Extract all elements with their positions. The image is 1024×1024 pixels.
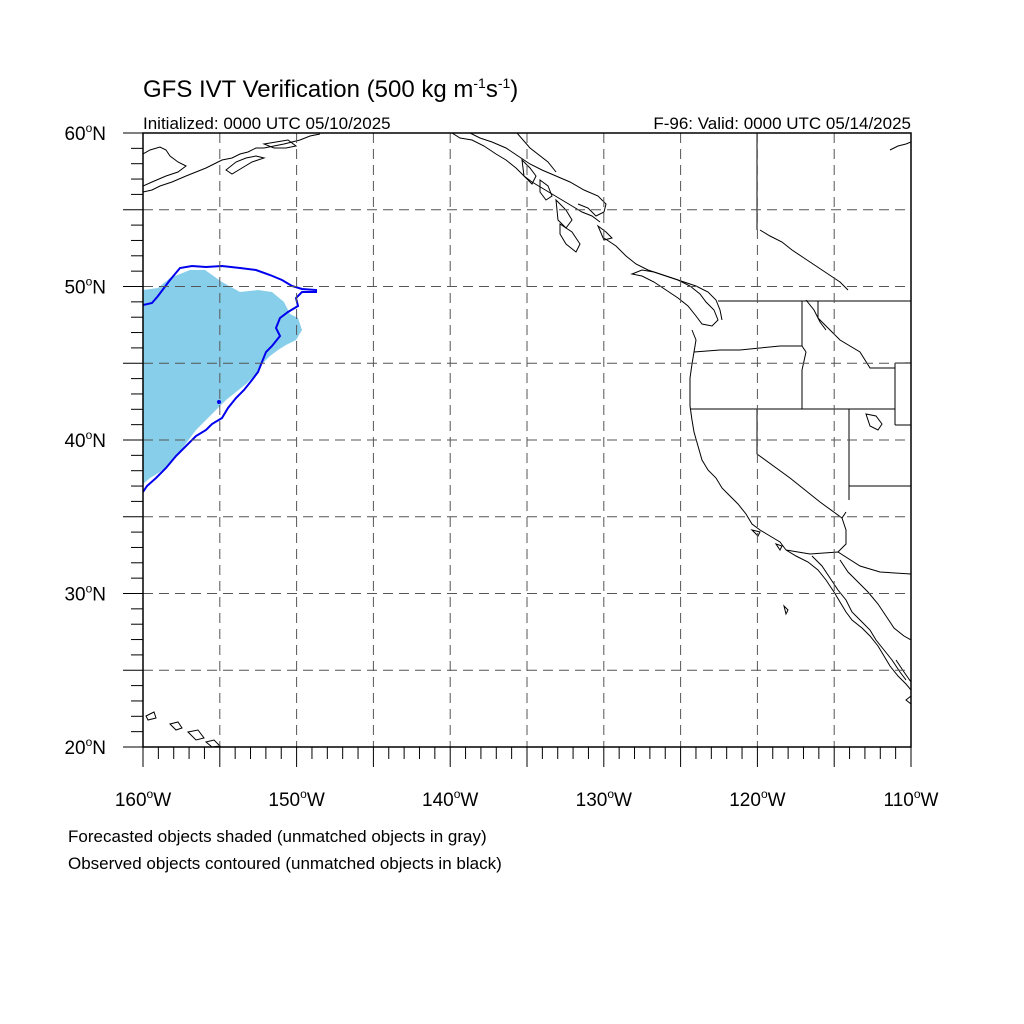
longitude-label: 150oW bbox=[268, 787, 324, 811]
tick-marks bbox=[123, 132, 912, 767]
longitude-label: 120oW bbox=[729, 787, 785, 811]
map-layers bbox=[143, 133, 911, 747]
latitude-label: 20oN bbox=[64, 735, 106, 759]
valid-time: F-96: Valid: 0000 UTC 05/14/2025 bbox=[653, 114, 911, 133]
forecast-ivt-object bbox=[143, 270, 302, 484]
longitude-labels: 160oW 150oW 140oW 130oW 120oW 110oW bbox=[115, 787, 939, 811]
latitude-labels: 60oN 50oN 40oN 30oN 20oN bbox=[64, 121, 106, 759]
map-title: GFS IVT Verification (500 kg m-1s-1) bbox=[143, 75, 518, 103]
legend-note-forecast: Forecasted objects shaded (unmatched obj… bbox=[68, 827, 487, 846]
longitude-label: 110oW bbox=[884, 787, 939, 811]
latitude-label: 50oN bbox=[64, 275, 106, 299]
init-time: Initialized: 0000 UTC 05/10/2025 bbox=[143, 114, 391, 133]
borders bbox=[516, 133, 911, 575]
legend-note-observed: Observed objects contoured (unmatched ob… bbox=[68, 854, 502, 873]
longitude-label: 130oW bbox=[576, 787, 632, 811]
latitude-label: 30oN bbox=[64, 582, 106, 606]
graticule bbox=[143, 133, 911, 747]
latitude-label: 40oN bbox=[64, 428, 106, 452]
latitude-label: 60oN bbox=[64, 121, 106, 145]
longitude-label: 160oW bbox=[115, 787, 171, 811]
longitude-label: 140oW bbox=[422, 787, 478, 811]
observed-ivt-contour bbox=[143, 264, 317, 493]
